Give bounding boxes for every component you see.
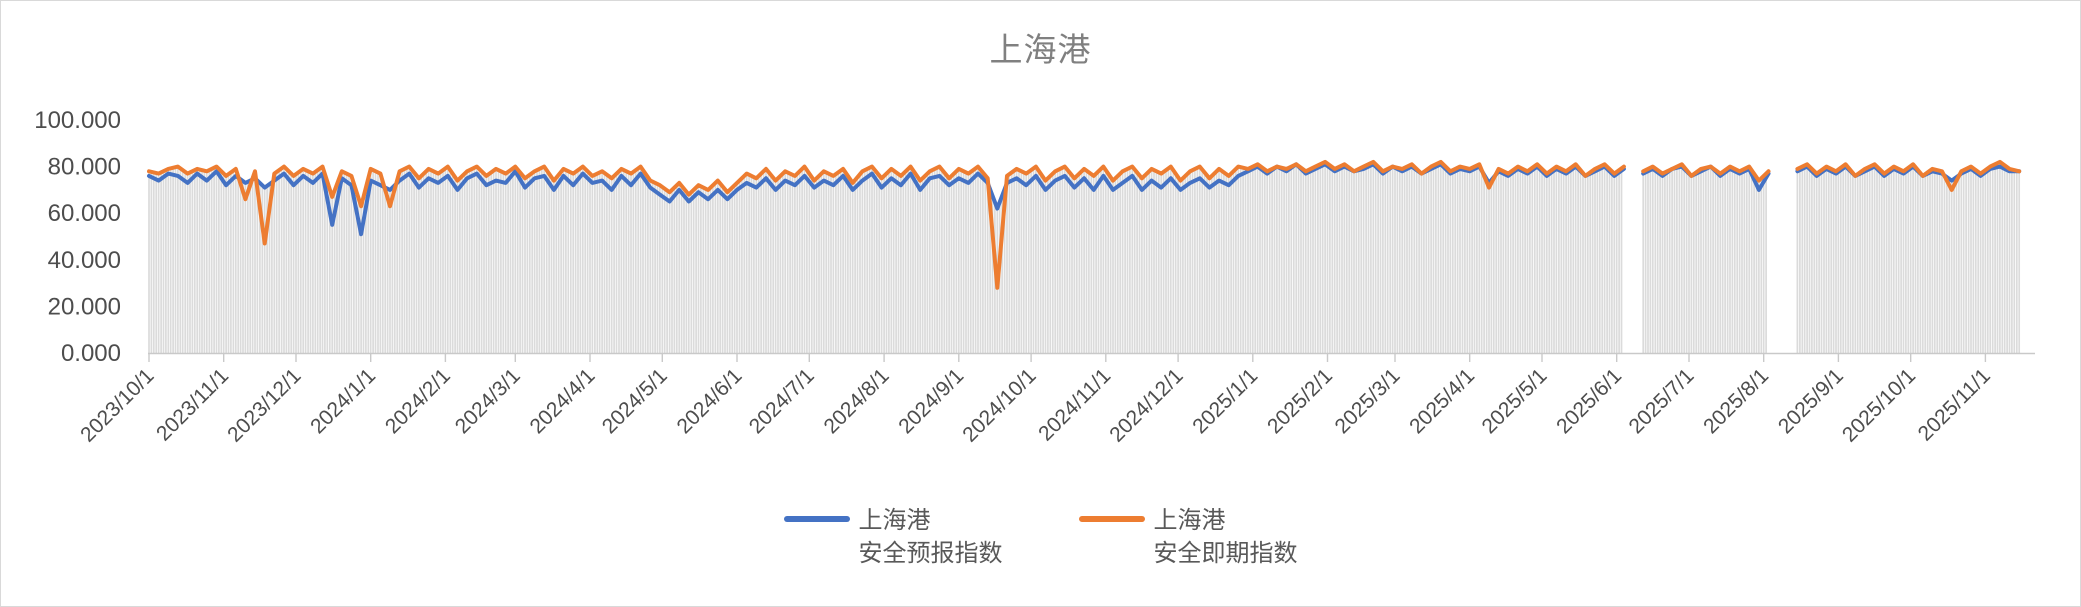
legend-line-swatch-spot bbox=[1078, 516, 1145, 522]
legend-label-forecast-line2: 安全预报指数 bbox=[858, 540, 1003, 567]
x-axis-tick-label: 2024/4/1 bbox=[525, 364, 599, 438]
legend-label-spot-line1: 上海港 bbox=[1153, 507, 1226, 534]
x-axis-tick-label: 2023/12/1 bbox=[223, 364, 305, 446]
legend-line-swatch-forecast bbox=[783, 516, 850, 522]
x-axis-tick-label: 2024/1/1 bbox=[306, 364, 380, 438]
y-axis-tick-label: 0.000 bbox=[61, 340, 121, 367]
x-axis-tick-label: 2024/6/1 bbox=[672, 364, 746, 438]
legend-item-forecast-index: 上海港 安全预报指数 bbox=[783, 504, 1003, 570]
x-axis-tick-label: 2024/2/1 bbox=[381, 364, 455, 438]
x-axis-tick-label: 2025/9/1 bbox=[1774, 364, 1848, 438]
chart-legend: 上海港 安全预报指数 上海港 安全即期指数 bbox=[1, 504, 2080, 570]
legend-label-spot: 上海港 安全即期指数 bbox=[1154, 504, 1298, 570]
x-axis-tick-label: 2025/1/1 bbox=[1188, 364, 1262, 438]
x-axis-tick-label: 2024/7/1 bbox=[745, 364, 819, 438]
x-axis-tick-label: 2025/11/1 bbox=[1914, 364, 1995, 445]
x-axis-tick-label: 2025/8/1 bbox=[1699, 364, 1773, 438]
x-axis-tick-label: 2025/5/1 bbox=[1477, 364, 1551, 438]
x-axis-tick-label: 2023/11/1 bbox=[152, 364, 233, 445]
x-axis-tick-label: 2025/2/1 bbox=[1263, 364, 1337, 438]
series-line-spot bbox=[147, 159, 2022, 290]
legend-label-spot-line2: 安全即期指数 bbox=[1153, 540, 1298, 567]
x-axis-tick-label: 2024/9/1 bbox=[894, 364, 968, 438]
x-axis-tick-label: 2025/10/1 bbox=[1838, 364, 1920, 446]
x-axis-tick-label: 2024/10/1 bbox=[958, 364, 1040, 446]
x-axis-tick-label: 2024/8/1 bbox=[820, 364, 894, 438]
y-axis-tick-label: 60.000 bbox=[48, 200, 121, 227]
x-axis-tick-label: 2024/3/1 bbox=[451, 364, 525, 438]
x-axis-tick-label: 2024/11/1 bbox=[1034, 364, 1115, 445]
x-axis-tick-label: 2024/12/1 bbox=[1105, 364, 1187, 446]
x-axis-tick-label: 2024/5/1 bbox=[598, 364, 672, 438]
chart-title: 上海港 bbox=[989, 31, 1092, 68]
x-axis-tick-label: 2023/10/1 bbox=[76, 364, 158, 446]
x-axis-tick-label: 2025/3/1 bbox=[1330, 364, 1404, 438]
legend-label-forecast: 上海港 安全预报指数 bbox=[859, 504, 1003, 570]
y-axis-tick-label: 100.000 bbox=[34, 107, 121, 134]
x-axis-tick-label: 2025/4/1 bbox=[1405, 364, 1479, 438]
y-axis-tick-label: 40.000 bbox=[48, 247, 121, 274]
y-axis-tick-label: 20.000 bbox=[48, 293, 121, 320]
x-axis-tick-label: 2025/6/1 bbox=[1552, 364, 1626, 438]
legend-label-forecast-line1: 上海港 bbox=[858, 507, 931, 534]
x-axis-tick-label: 2025/7/1 bbox=[1624, 364, 1698, 438]
y-axis-tick-label: 80.000 bbox=[48, 154, 121, 181]
legend-item-spot-index: 上海港 安全即期指数 bbox=[1078, 504, 1298, 570]
